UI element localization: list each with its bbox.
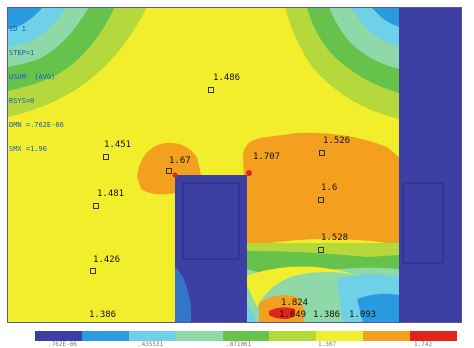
probe-label: 1.486	[213, 73, 241, 83]
probe-label: 1.093	[349, 310, 377, 320]
probe-marker	[90, 268, 96, 274]
overlay-line: USUM (AVG)	[9, 73, 56, 81]
legend-color-block	[222, 331, 270, 341]
probe-label: 1.528	[321, 233, 349, 243]
legend-tick-label: .762E-06	[48, 341, 77, 348]
probe-label: 1.386	[313, 310, 341, 320]
overlay-line: STEP=1	[9, 49, 35, 57]
probe-marker	[319, 150, 325, 156]
legend-tick-label: 1.742	[414, 341, 433, 348]
overlay-line: ID 1	[9, 25, 26, 33]
legend-color-block	[363, 331, 411, 341]
upper-right-gradient	[285, 7, 399, 119]
legend-tick-label: .871061	[226, 341, 252, 348]
legend-color-block	[128, 331, 176, 341]
probe-label: 1.386	[89, 310, 117, 320]
legend-color-block	[269, 331, 317, 341]
legend-color-block	[316, 331, 364, 341]
contour-viewport[interactable]: ID 1 STEP=1 USUM (AVG) RSYS=0 DMN =.762E…	[7, 7, 462, 323]
probe-label: 1.649	[279, 310, 307, 320]
legend-tick-label: .435531	[138, 341, 164, 348]
probe-marker	[93, 203, 99, 209]
right-column	[399, 7, 462, 323]
overlay-line: RSYS=0	[9, 97, 35, 105]
probe-label: 1.481	[97, 189, 125, 199]
contour-legend	[35, 331, 458, 341]
probe-label: 1.67	[169, 156, 191, 166]
probe-marker	[208, 87, 214, 93]
probe-marker	[166, 168, 172, 174]
hotspot-right	[246, 170, 252, 176]
probe-label: 1.526	[323, 136, 351, 146]
legend-color-block	[410, 331, 458, 341]
probe-label: 1.426	[93, 255, 121, 265]
hotspot-left	[172, 172, 178, 178]
probe-label: 1.6	[321, 183, 338, 193]
displacement-contour-plot	[7, 7, 462, 323]
overlay-header: ID 1 STEP=1 USUM (AVG) RSYS=0 DMN =.762E…	[9, 9, 64, 169]
overlay-line: SMX =1.96	[9, 145, 47, 153]
overlay-line: DMN =.762E-06	[9, 121, 64, 129]
legend-color-block	[81, 331, 129, 341]
upper-left-gradient	[7, 7, 147, 117]
probe-label: 1.824	[281, 298, 309, 308]
legend-color-block	[35, 331, 82, 341]
probe-label: 1.451	[104, 140, 132, 150]
orange-region-right	[243, 132, 399, 247]
legend-tick-label: 1.307	[318, 341, 337, 348]
probe-marker	[318, 197, 324, 203]
probe-marker	[318, 247, 324, 253]
probe-label: 1.707	[253, 152, 281, 162]
probe-marker	[103, 154, 109, 160]
legend-color-block	[175, 331, 223, 341]
